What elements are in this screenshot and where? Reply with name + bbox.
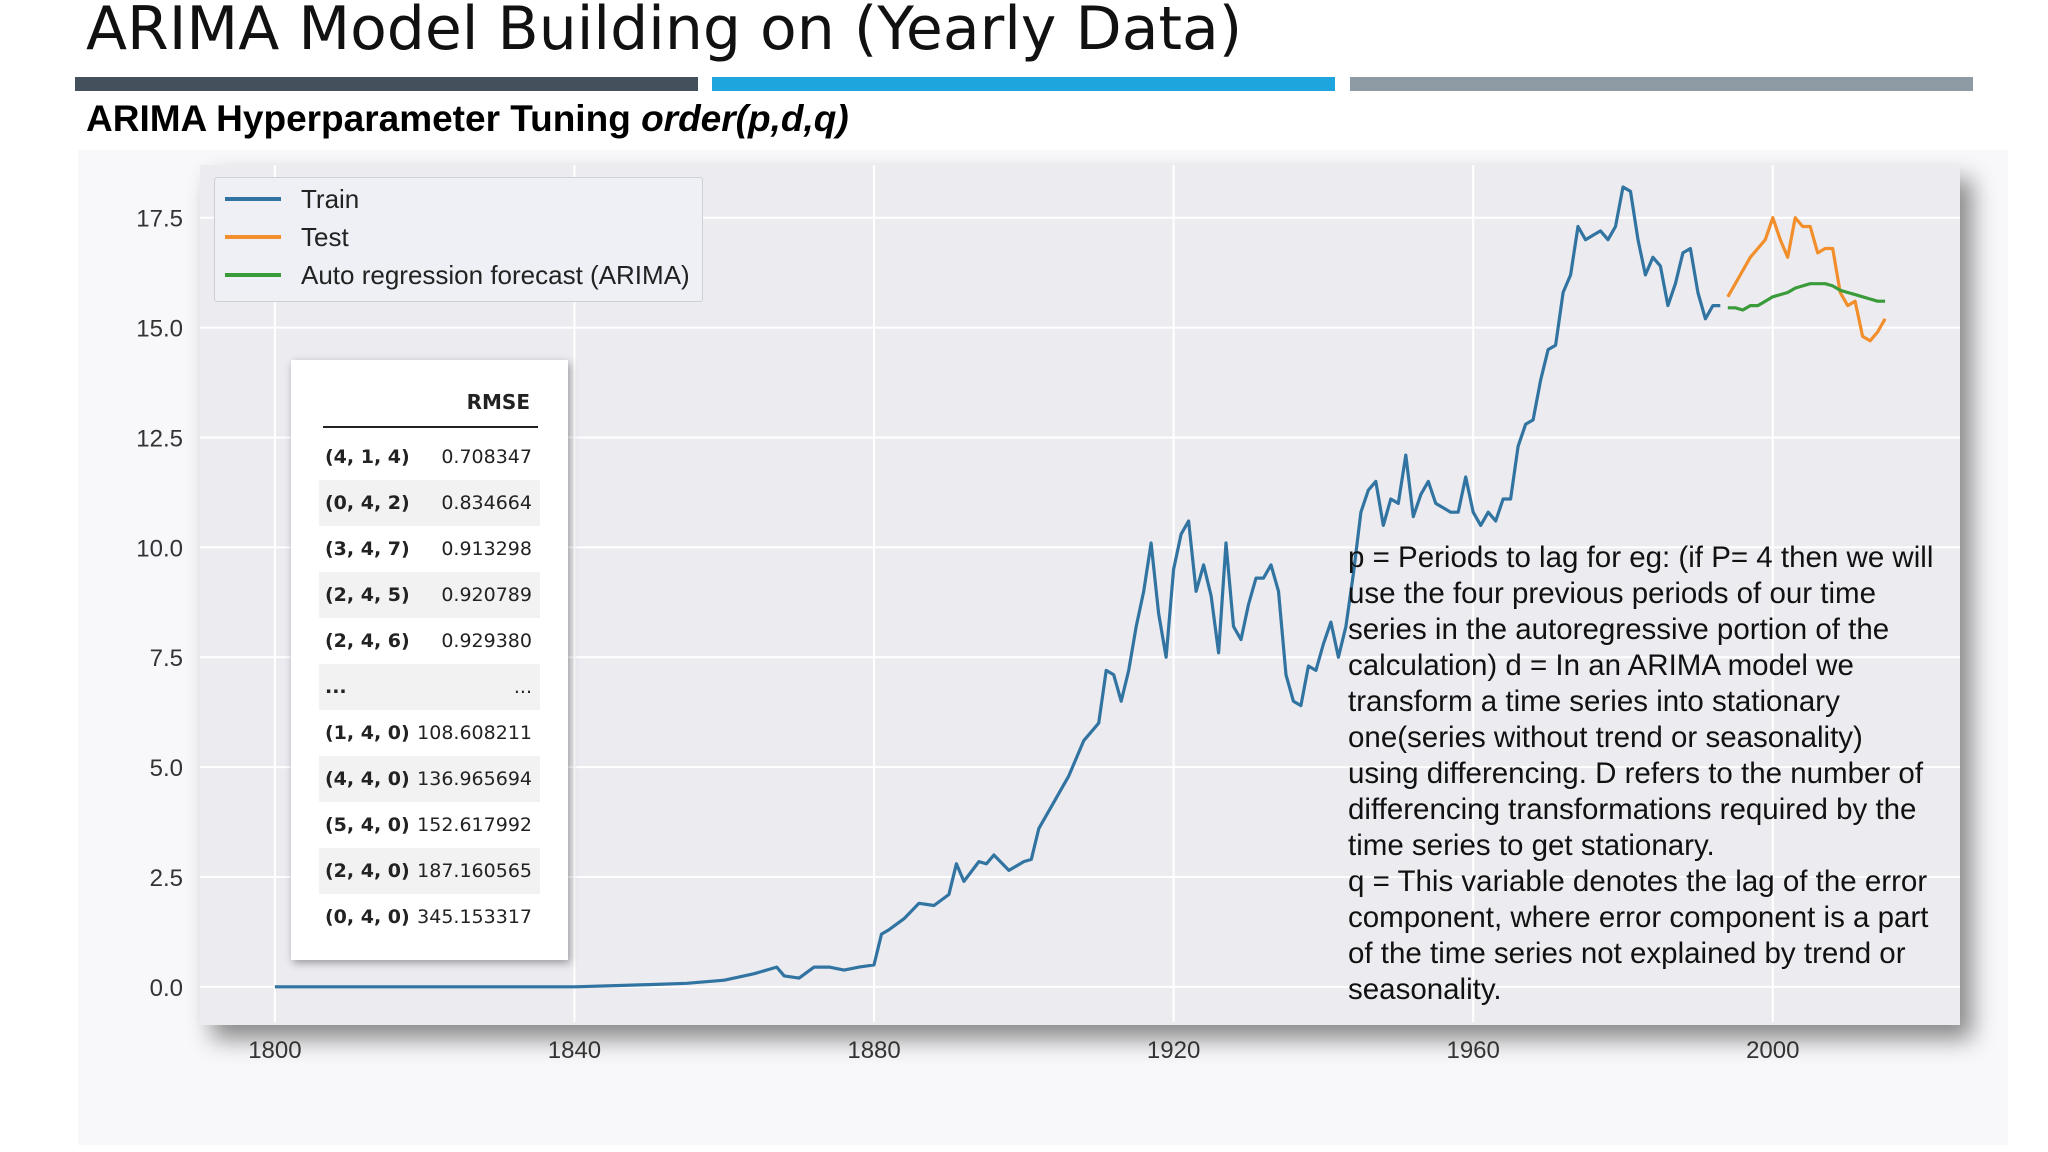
chart-legend: Train Test Auto regression forecast (ARI… — [214, 177, 703, 302]
test-line — [1726, 216, 1887, 343]
rmse-value: 0.708347 — [441, 446, 532, 468]
y-tick-label: 15.0 — [136, 316, 183, 343]
y-tick-label: 0.0 — [150, 975, 183, 1002]
x-tick-label: 2000 — [1746, 1037, 1799, 1064]
y-tick-label: 7.5 — [150, 645, 183, 672]
rmse-order: (5, 4, 0) — [325, 814, 410, 836]
legend-item-forecast: Auto regression forecast (ARIMA) — [225, 256, 690, 294]
series-layer — [274, 185, 1887, 989]
legend-item-test: Test — [225, 218, 349, 256]
x-tick-label: 1840 — [548, 1037, 601, 1064]
rmse-value: 136.965694 — [417, 768, 532, 790]
header-divider-dark — [75, 77, 698, 91]
parameter-explanation: p = Periods to lag for eg: (if P= 4 then… — [1348, 540, 1938, 1008]
rmse-order: (2, 4, 0) — [325, 860, 410, 882]
rmse-row: (0, 4, 0) 345.153317 — [319, 894, 540, 940]
rmse-order: (3, 4, 7) — [325, 538, 410, 560]
explanation-q: q = This variable denotes the lag of the… — [1348, 865, 1929, 1006]
y-tick-label: 2.5 — [150, 865, 183, 892]
slide-title: ARIMA Model Building on (Yearly Data) — [86, 0, 1243, 64]
legend-swatch-forecast — [225, 273, 281, 277]
rmse-value: 0.929380 — [441, 630, 532, 652]
rmse-table: RMSE (4, 1, 4) 0.708347 (0, 4, 2) 0.834664(… — [291, 360, 568, 960]
y-tick-label: 12.5 — [136, 425, 183, 452]
rmse-value: 152.617992 — [417, 814, 532, 836]
rmse-order: ... — [325, 676, 347, 698]
rmse-order: (0, 4, 0) — [325, 906, 410, 928]
rmse-value: 0.834664 — [441, 492, 532, 514]
y-tick-label: 10.0 — [136, 535, 183, 562]
rmse-value: 0.913298 — [441, 538, 532, 560]
legend-swatch-test — [225, 235, 281, 239]
rmse-row: (2, 4, 6) 0.929380 — [319, 618, 540, 664]
legend-label-forecast: Auto regression forecast (ARIMA) — [301, 259, 690, 290]
rmse-order: (2, 4, 5) — [325, 584, 410, 606]
rmse-value: 108.608211 — [417, 722, 532, 744]
x-tick-label: 1920 — [1147, 1037, 1200, 1064]
x-tick-label: 1960 — [1446, 1037, 1499, 1064]
y-tick-label: 5.0 — [150, 755, 183, 782]
rmse-row: (1, 4, 0) 108.608211 — [319, 710, 540, 756]
explanation-p-d: p = Periods to lag for eg: (if P= 4 then… — [1348, 541, 1934, 862]
legend-swatch-train — [225, 197, 281, 201]
header-divider-blue — [712, 77, 1335, 91]
header-divider-gray — [1350, 77, 1973, 91]
slide-subtitle: ARIMA Hyperparameter Tuning order(p,d,q) — [86, 98, 849, 140]
rmse-row: (4, 1, 4) 0.708347 — [319, 434, 540, 480]
tick-layer: 1800 1840 1880 1920 1960 2000 0.0 2.5 5.0 7.5 10.0… — [136, 206, 1799, 1064]
rmse-row: (5, 4, 0) 152.617992 — [319, 802, 540, 848]
subtitle-main: ARIMA Hyperparameter Tuning — [86, 98, 642, 139]
rmse-order: (4, 4, 0) — [325, 768, 410, 790]
subtitle-italic: order(p,d,q) — [641, 98, 849, 139]
legend-label-train: Train — [301, 183, 360, 214]
rmse-order: (1, 4, 0) — [325, 722, 410, 744]
rmse-row: (3, 4, 7) 0.913298 — [319, 526, 540, 572]
rmse-value: 345.153317 — [417, 906, 532, 928]
rmse-value: 0.920789 — [441, 584, 532, 606]
rmse-row: (2, 4, 5) 0.920789 — [319, 572, 540, 618]
x-tick-label: 1800 — [248, 1037, 301, 1064]
rmse-order: (4, 1, 4) — [325, 446, 410, 468]
rmse-row: (0, 4, 2) 0.834664 — [319, 480, 540, 526]
forecast-line — [1727, 282, 1886, 312]
rmse-header-rule — [323, 426, 538, 428]
rmse-row: ...... — [319, 664, 540, 710]
rmse-value: ... — [513, 676, 532, 698]
rmse-row: (4, 4, 0) 136.965694 — [319, 756, 540, 802]
rmse-order: (2, 4, 6) — [325, 630, 410, 652]
y-tick-label: 17.5 — [136, 206, 183, 233]
rmse-order: (0, 4, 2) — [325, 492, 410, 514]
rmse-header: RMSE — [466, 390, 530, 414]
rmse-row: (2, 4, 0) 187.160565 — [319, 848, 540, 894]
legend-label-test: Test — [301, 221, 349, 252]
legend-item-train: Train — [225, 180, 359, 218]
train-line — [274, 185, 1721, 989]
x-tick-label: 1880 — [847, 1037, 900, 1064]
rmse-value: 187.160565 — [417, 860, 532, 882]
